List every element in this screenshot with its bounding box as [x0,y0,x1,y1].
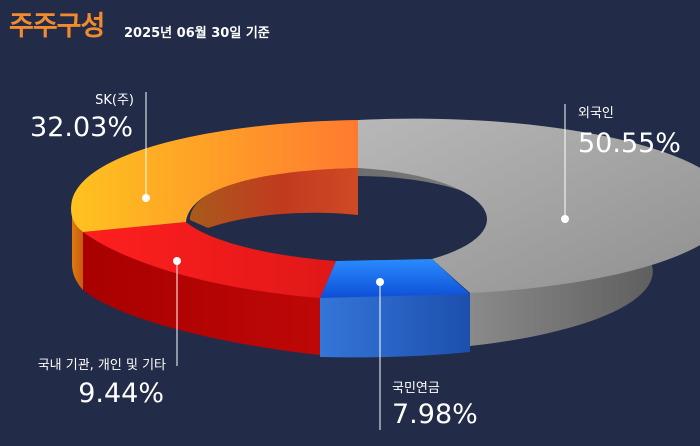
label-foreign-name: 외국인 [578,106,614,121]
as-of-date: 2025년 06월 30일 기준 [124,26,270,41]
dot-sk [142,194,150,202]
orange-slice-outer-wall [72,208,83,290]
gray-slice-outer-wall [470,200,653,346]
label-foreign-value: 50.55% [578,128,681,159]
dot-nps [376,278,384,286]
slice-foreign [358,118,700,293]
label-nps-value: 7.98% [392,399,478,430]
page-title: 주주구성 [9,11,105,42]
leader-lines [142,92,569,430]
dot-foreign [561,215,569,223]
slice-nps [320,259,470,298]
donut-ring [71,118,700,358]
slice-sk [71,120,358,232]
label-domestic-value: 9.44% [78,378,164,409]
blue-slice-outer-wall [320,293,470,358]
label-domestic-name: 국내 기관, 개인 및 기타 [38,358,166,373]
dot-domestic [173,257,181,265]
slice-domestic [83,222,336,298]
label-nps-name: 국민연금 [392,381,440,396]
orange-slice-inner-wall [190,168,358,228]
label-sk-name: SK(주) [95,93,134,108]
label-sk-value: 32.03% [30,112,133,143]
